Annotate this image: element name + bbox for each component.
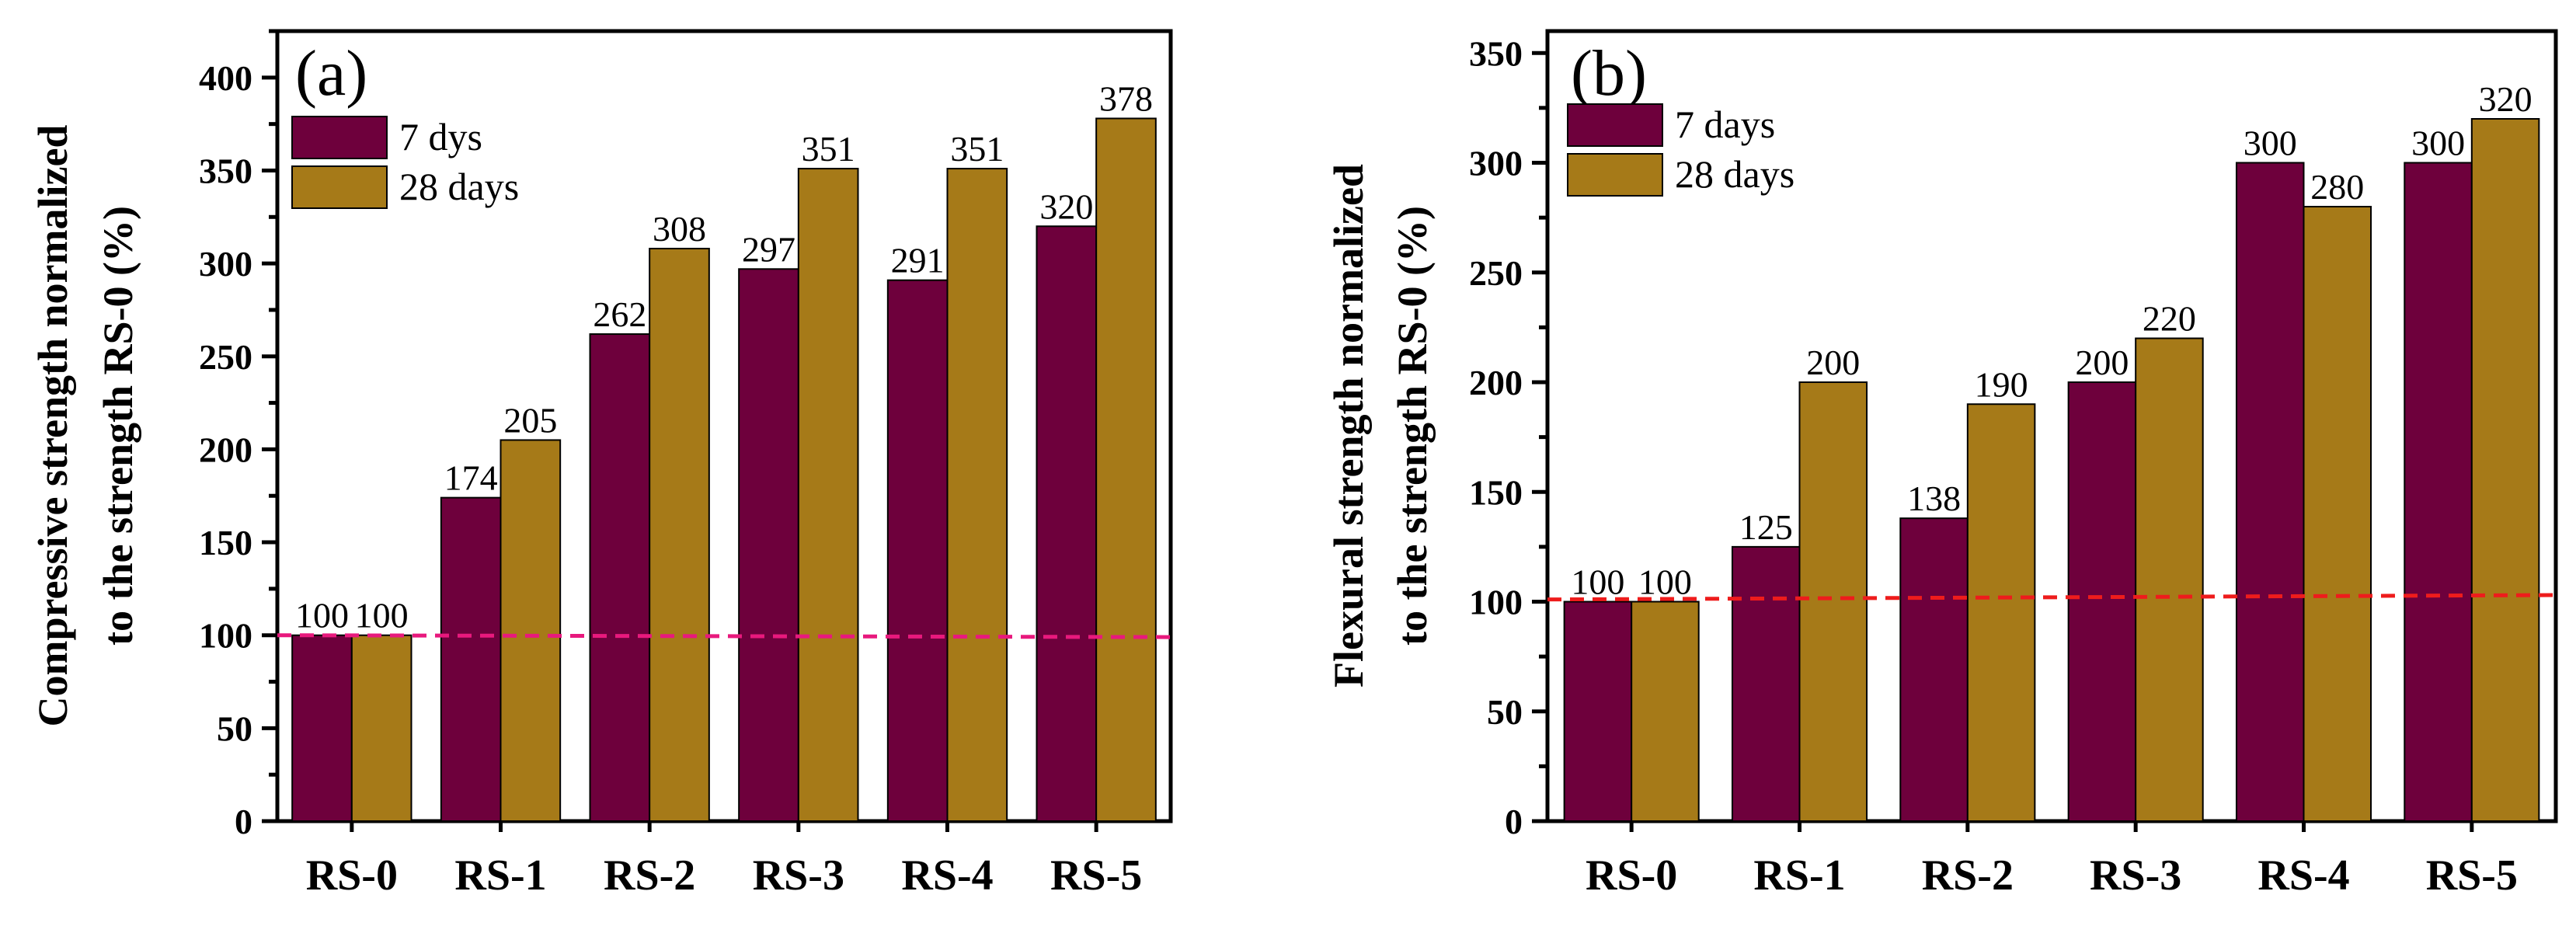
y-tick-label: 300	[199, 244, 252, 284]
x-category-label: RS-3	[2090, 851, 2181, 900]
x-category-label: RS-5	[1050, 851, 1142, 900]
bar-rs-1-series2	[500, 439, 562, 823]
y-tick-label: 150	[1469, 472, 1523, 512]
x-category-label: RS-0	[1586, 851, 1677, 900]
plot-frame-1	[275, 29, 1173, 823]
y-axis-label: Compressive strength normalized	[30, 125, 76, 727]
bar-rs-5-series1	[1036, 225, 1098, 822]
data-label: 125	[1739, 507, 1793, 547]
legend-swatch	[1567, 153, 1663, 197]
bar-rs-4-series1	[2235, 162, 2305, 822]
y-tick-label: 250	[199, 337, 252, 377]
data-label: 351	[802, 129, 855, 169]
plot-frame-2	[1545, 29, 2558, 823]
y-tick-label: 50	[217, 708, 252, 748]
x-category-label: RS-4	[2257, 851, 2349, 900]
data-label: 100	[355, 596, 409, 635]
data-label: 308	[653, 209, 706, 249]
x-category-label: RS-1	[1753, 851, 1845, 900]
data-label: 280	[2310, 167, 2364, 207]
bar-rs-2-series2	[1966, 403, 2036, 822]
legend-label: 7 dys	[399, 115, 482, 158]
data-label: 378	[1099, 78, 1153, 118]
x-category-label: RS-2	[1922, 851, 2014, 900]
legend-swatch	[1567, 103, 1663, 147]
data-label: 291	[891, 241, 945, 280]
bar-rs-1-series1	[440, 496, 502, 822]
x-category-label: RS-5	[2426, 851, 2518, 900]
data-label: 320	[1039, 186, 1093, 226]
x-category-label: RS-4	[901, 851, 993, 900]
bar-rs-3-series1	[738, 268, 799, 823]
bar-rs-5-series1	[2404, 162, 2473, 822]
y-tick-label: 100	[199, 616, 252, 656]
data-label: 100	[1638, 562, 1692, 602]
bar-rs-2-series2	[649, 247, 710, 822]
y-tick-label: 200	[1469, 363, 1523, 402]
data-label: 320	[2479, 79, 2532, 119]
bar-rs-2-series1	[1899, 517, 1969, 823]
y-tick-label: 150	[199, 523, 252, 562]
panel-label: (b)	[1571, 37, 1647, 110]
y-axis-label: to the strength RS-0 (%)	[95, 206, 141, 646]
panel-label: (a)	[295, 37, 367, 110]
y-tick-label: 300	[1469, 144, 1523, 183]
y-tick-label: 0	[1505, 802, 1523, 841]
data-label: 190	[1975, 364, 2028, 404]
data-label: 351	[950, 129, 1004, 169]
data-label: 174	[444, 458, 498, 498]
bar-rs-3-series2	[797, 168, 859, 823]
legend-label: 7 days	[1675, 103, 1775, 146]
data-label: 297	[742, 229, 795, 269]
x-category-label: RS-2	[604, 851, 695, 900]
bar-rs-0-series1	[291, 634, 353, 822]
y-tick-label: 250	[1469, 253, 1523, 293]
y-tick-label: 50	[1487, 692, 1523, 732]
y-tick-label: 350	[199, 151, 252, 190]
x-category-label: RS-3	[753, 851, 844, 900]
x-category-label: RS-1	[454, 851, 546, 900]
legend-label: 28 days	[399, 165, 519, 208]
bar-rs-0-series2	[1631, 601, 1700, 822]
bar-rs-4-series1	[886, 279, 949, 822]
bar-rs-0-series2	[350, 634, 413, 822]
data-label: 200	[2075, 343, 2129, 382]
legend-label: 28 days	[1675, 152, 1794, 196]
bar-rs-3-series1	[2067, 381, 2137, 822]
data-label: 300	[2244, 124, 2297, 163]
y-axis-label: Flexural strength normalized	[1325, 164, 1372, 688]
y-tick-label: 100	[1469, 583, 1523, 622]
bar-rs-4-series2	[2303, 206, 2372, 822]
bar-rs-5-series2	[1095, 117, 1157, 822]
data-label: 100	[1571, 562, 1624, 602]
bar-rs-1-series2	[1798, 381, 1868, 822]
data-label: 100	[295, 596, 349, 635]
data-label: 205	[503, 400, 557, 440]
data-label: 138	[1907, 479, 1961, 518]
bar-rs-1-series1	[1731, 545, 1801, 822]
x-category-label: RS-0	[306, 851, 398, 900]
bar-rs-4-series2	[946, 168, 1008, 823]
data-label: 300	[2411, 124, 2465, 163]
reference-line	[1547, 593, 2557, 602]
data-label: 220	[2143, 299, 2196, 339]
bar-rs-0-series1	[1563, 601, 1633, 822]
data-label: 262	[593, 294, 646, 334]
y-tick-label: 350	[1469, 33, 1523, 73]
data-label: 200	[1806, 343, 1860, 382]
y-axis-label: to the strength RS-0 (%)	[1389, 206, 1436, 646]
bar-rs-2-series1	[589, 333, 651, 822]
reference-line	[277, 633, 1171, 639]
legend-swatch	[291, 165, 388, 209]
y-tick-label: 400	[199, 58, 252, 98]
bar-rs-5-series2	[2470, 118, 2540, 822]
bar-rs-3-series2	[2135, 337, 2204, 822]
legend-swatch	[291, 116, 388, 159]
y-tick-label: 0	[235, 802, 252, 841]
y-tick-label: 200	[199, 430, 252, 469]
